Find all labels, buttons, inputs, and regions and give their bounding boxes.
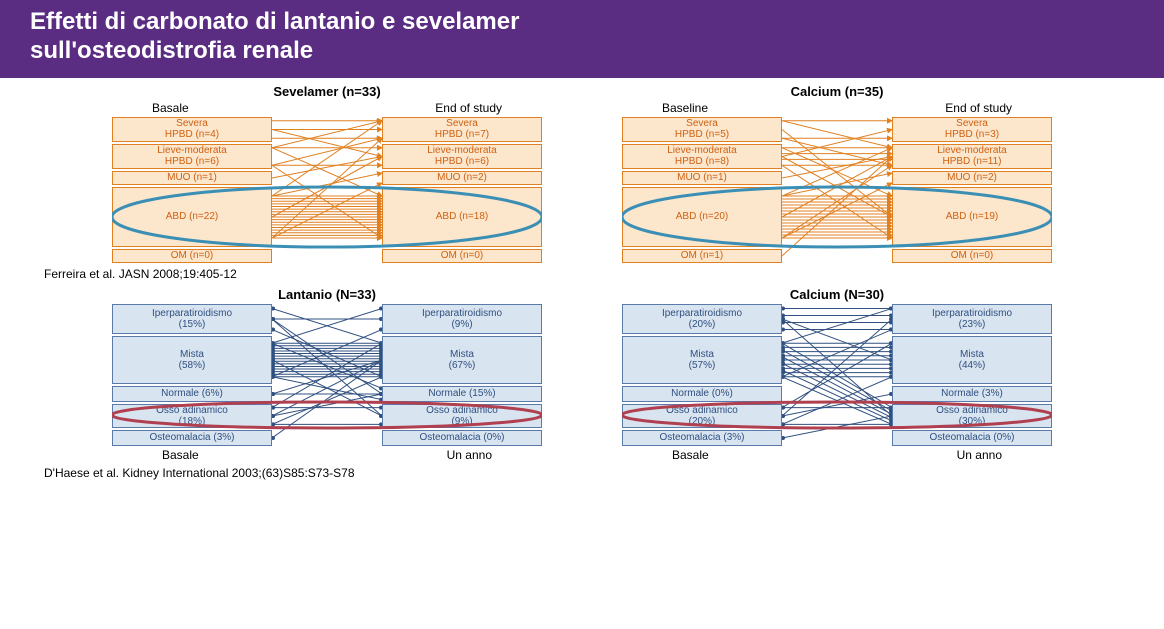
bottom-panels-row: Lantanio (N=33) Iperparatiroidismo(15%)M… bbox=[40, 287, 1124, 462]
category-box: Osso adinamico(9%) bbox=[382, 404, 542, 428]
category-box: MUO (n=1) bbox=[622, 171, 782, 185]
category-box: Mista(44%) bbox=[892, 336, 1052, 384]
category-box: Iperparatiroidismo(9%) bbox=[382, 304, 542, 334]
right-column: Iperparatiroidismo(23%)Mista(44%) Normale… bbox=[892, 304, 1052, 446]
category-box: Iperparatiroidismo(20%) bbox=[622, 304, 782, 334]
panel-title: Lantanio (N=33) bbox=[112, 287, 542, 302]
right-column: SeveraHPBD (n=7)Lieve-moderataHPBD (n=6)… bbox=[382, 117, 542, 263]
category-box: Iperparatiroidismo(15%) bbox=[112, 304, 272, 334]
left-column: SeveraHPBD (n=5)Lieve-moderataHPBD (n=8)… bbox=[622, 117, 782, 263]
column-headers: BaselineEnd of study bbox=[622, 101, 1052, 115]
category-box: OM (n=0) bbox=[892, 249, 1052, 263]
category-box: Osso adinamico(20%) bbox=[622, 404, 782, 428]
category-box: Mista(58%) bbox=[112, 336, 272, 384]
flow-panel: Calcium (n=35) BaselineEnd of study Seve… bbox=[622, 84, 1052, 263]
category-box: Lieve-moderataHPBD (n=11) bbox=[892, 144, 1052, 169]
title-line-1: Effetti di carbonato di lantanio e sevel… bbox=[30, 8, 519, 35]
category-box: Normale (0%) bbox=[622, 386, 782, 402]
category-box: Lieve-moderataHPBD (n=8) bbox=[622, 144, 782, 169]
title-header: Effetti di carbonato di lantanio e sevel… bbox=[0, 0, 1164, 78]
category-box: Normale (6%) bbox=[112, 386, 272, 402]
top-panels-row: Sevelamer (n=33) BasaleEnd of study Seve… bbox=[40, 84, 1124, 263]
left-column: SeveraHPBD (n=4)Lieve-moderataHPBD (n=6)… bbox=[112, 117, 272, 263]
title-line-2: sull'osteodistrofia renale bbox=[30, 37, 313, 64]
flow-diagram: Iperparatiroidismo(15%)Mista(58%) Normale… bbox=[112, 304, 542, 446]
transition-lines bbox=[782, 117, 892, 263]
category-box: Mista(57%) bbox=[622, 336, 782, 384]
category-box: Osso adinamico(18%) bbox=[112, 404, 272, 428]
category-box: MUO (n=2) bbox=[382, 171, 542, 185]
flow-panel: Lantanio (N=33) Iperparatiroidismo(15%)M… bbox=[112, 287, 542, 462]
category-box: MUO (n=1) bbox=[112, 171, 272, 185]
category-box: Normale (3%) bbox=[892, 386, 1052, 402]
category-box: OM (n=1) bbox=[622, 249, 782, 263]
flow-panel: Calcium (N=30) Iperparatiroidismo(20%)Mi… bbox=[622, 287, 1052, 462]
category-box: Iperparatiroidismo(23%) bbox=[892, 304, 1052, 334]
flow-diagram: SeveraHPBD (n=5)Lieve-moderataHPBD (n=8)… bbox=[622, 117, 1052, 263]
transition-lines bbox=[272, 304, 382, 446]
content-area: Sevelamer (n=33) BasaleEnd of study Seve… bbox=[0, 78, 1164, 480]
category-box: ABD (n=18) bbox=[382, 187, 542, 247]
left-column: Iperparatiroidismo(20%)Mista(57%) Normale… bbox=[622, 304, 782, 446]
bottom-labels: BasaleUn anno bbox=[112, 448, 542, 462]
category-box: Lieve-moderataHPBD (n=6) bbox=[112, 144, 272, 169]
left-column: Iperparatiroidismo(15%)Mista(58%) Normale… bbox=[112, 304, 272, 446]
category-box: Normale (15%) bbox=[382, 386, 542, 402]
panel-title: Calcium (n=35) bbox=[622, 84, 1052, 99]
flow-diagram: SeveraHPBD (n=4)Lieve-moderataHPBD (n=6)… bbox=[112, 117, 542, 263]
category-box: Lieve-moderataHPBD (n=6) bbox=[382, 144, 542, 169]
category-box: ABD (n=22) bbox=[112, 187, 272, 247]
category-box: OM (n=0) bbox=[112, 249, 272, 263]
transition-lines bbox=[272, 117, 382, 263]
flow-diagram: Iperparatiroidismo(20%)Mista(57%) Normale… bbox=[622, 304, 1052, 446]
right-column: SeveraHPBD (n=3)Lieve-moderataHPBD (n=11… bbox=[892, 117, 1052, 263]
right-column: Iperparatiroidismo(9%)Mista(67%) Normale … bbox=[382, 304, 542, 446]
citation-top: Ferreira et al. JASN 2008;19:405-12 bbox=[44, 267, 1124, 281]
page-title: Effetti di carbonato di lantanio e sevel… bbox=[30, 8, 1134, 66]
category-box: ABD (n=20) bbox=[622, 187, 782, 247]
transition-lines bbox=[782, 304, 892, 446]
category-box: Osteomalacia (3%) bbox=[112, 430, 272, 446]
category-box: SeveraHPBD (n=4) bbox=[112, 117, 272, 142]
bottom-labels: BasaleUn anno bbox=[622, 448, 1052, 462]
panel-title: Sevelamer (n=33) bbox=[112, 84, 542, 99]
category-box: Osso adinamico(30%) bbox=[892, 404, 1052, 428]
category-box: ABD (n=19) bbox=[892, 187, 1052, 247]
category-box: SeveraHPBD (n=7) bbox=[382, 117, 542, 142]
category-box: SeveraHPBD (n=5) bbox=[622, 117, 782, 142]
category-box: Mista(67%) bbox=[382, 336, 542, 384]
category-box: Osteomalacia (0%) bbox=[892, 430, 1052, 446]
flow-panel: Sevelamer (n=33) BasaleEnd of study Seve… bbox=[112, 84, 542, 263]
category-box: Osteomalacia (3%) bbox=[622, 430, 782, 446]
column-headers: BasaleEnd of study bbox=[112, 101, 542, 115]
category-box: MUO (n=2) bbox=[892, 171, 1052, 185]
category-box: Osteomalacia (0%) bbox=[382, 430, 542, 446]
category-box: OM (n=0) bbox=[382, 249, 542, 263]
panel-title: Calcium (N=30) bbox=[622, 287, 1052, 302]
citation-bottom: D'Haese et al. Kidney International 2003… bbox=[44, 466, 1124, 480]
category-box: SeveraHPBD (n=3) bbox=[892, 117, 1052, 142]
